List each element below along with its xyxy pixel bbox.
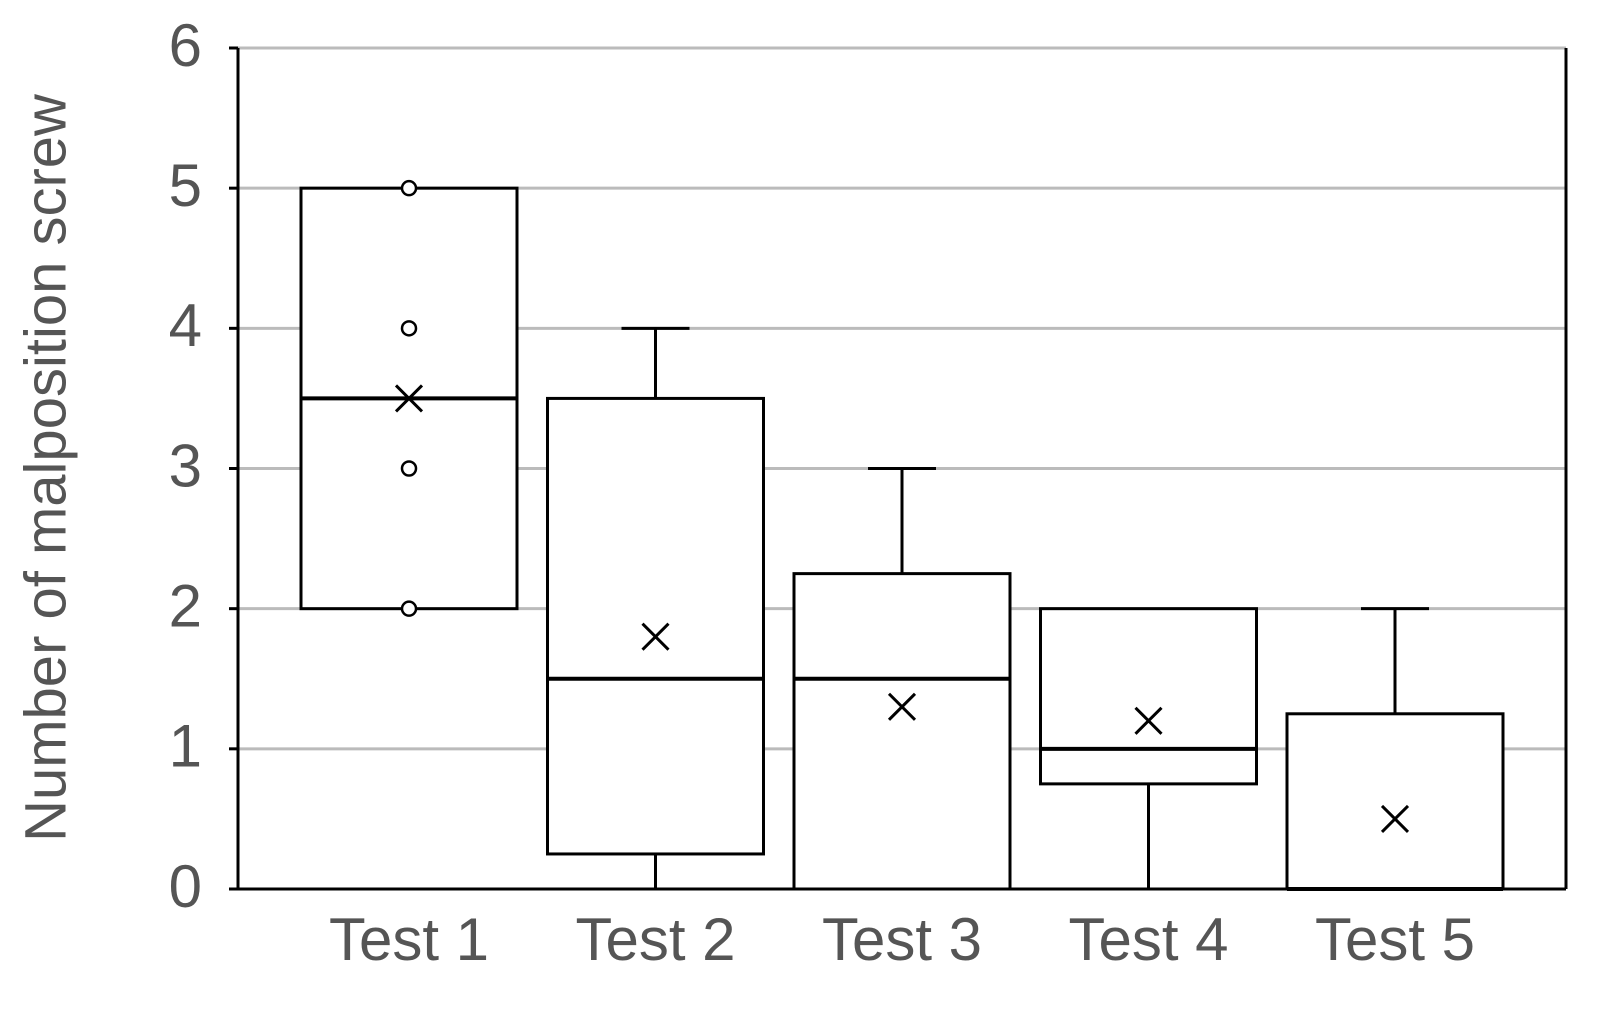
data-point xyxy=(400,179,418,197)
y-tick-label: 5 xyxy=(169,152,202,219)
box xyxy=(1039,607,1258,786)
data-point xyxy=(400,320,418,337)
data-point xyxy=(400,460,418,477)
x-tick-label: Test 3 xyxy=(822,906,982,973)
y-tick-label: 3 xyxy=(169,432,202,499)
box xyxy=(546,396,765,856)
box xyxy=(1285,712,1505,891)
x-tick-label: Test 1 xyxy=(329,906,489,973)
y-tick-label: 2 xyxy=(169,573,202,640)
x-tick-label: Test 4 xyxy=(1068,906,1228,973)
y-tick-label: 4 xyxy=(169,292,202,359)
y-tick-label: 6 xyxy=(169,12,202,79)
y-axis-label: Number of malposition screw xyxy=(13,93,78,842)
mean-marker xyxy=(641,622,670,651)
mean-marker xyxy=(1380,804,1410,833)
x-tick-label: Test 5 xyxy=(1315,906,1475,973)
mean-marker xyxy=(394,384,424,413)
y-tick-label: 0 xyxy=(169,853,202,920)
x-tick-label: Test 2 xyxy=(575,906,735,973)
box xyxy=(792,572,1012,891)
mean-marker xyxy=(1134,706,1163,735)
data-point xyxy=(400,600,418,617)
y-tick-label: 1 xyxy=(169,713,202,780)
mean-marker xyxy=(887,692,917,721)
